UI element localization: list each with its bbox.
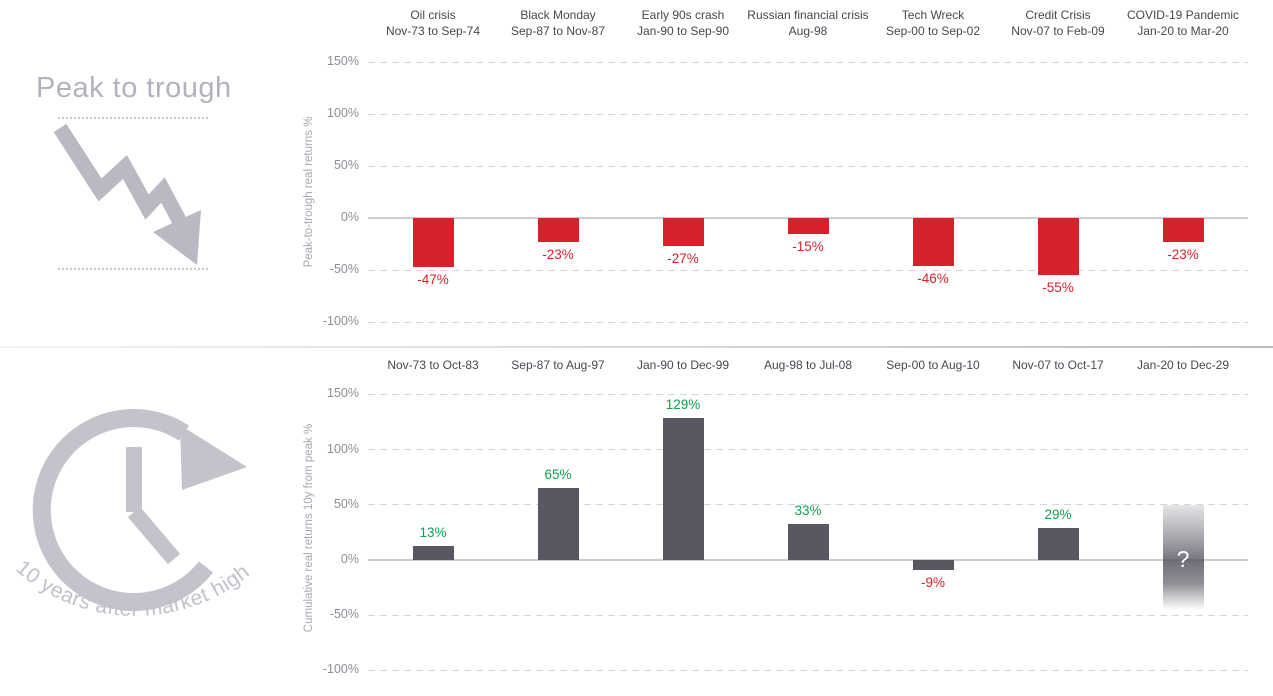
section-divider [0, 346, 1273, 348]
crisis-name: Russian financial crisis [747, 8, 869, 22]
y-tick-label: 150% [327, 54, 359, 68]
crisis-period: Sep-00 to Sep-02 [885, 24, 981, 38]
y-tick-label: 100% [327, 106, 359, 120]
y-tick-label: -50% [329, 607, 359, 622]
crisis-period: Jan-20 to Mar-20 [1137, 24, 1229, 38]
y-tick-label: -100% [322, 314, 359, 328]
column-header: Nov-73 to Oct-83 [387, 358, 479, 372]
crisis-name: Early 90s crash [641, 8, 725, 22]
gridline [368, 113, 1248, 115]
column-header: Russian financial crisis Aug-98 [733, 7, 883, 39]
column-header: Aug-98 to Jul-08 [763, 358, 853, 372]
gridline [368, 504, 1248, 506]
peak-to-trough-title: Peak to trough [36, 72, 232, 104]
y-tick-label: 0% [340, 552, 359, 566]
downward-zigzag-arrow-icon [53, 123, 201, 265]
gridline [368, 321, 1248, 323]
bar-value-label: 129% [665, 396, 701, 412]
column-header: Nov-07 to Oct-17 [1012, 358, 1104, 372]
bar [912, 560, 954, 570]
bar-value-label: 13% [419, 524, 447, 540]
column-header: Jan-90 to Dec-99 [636, 358, 730, 372]
bar [412, 218, 454, 267]
bar [412, 545, 454, 560]
column-header: Tech Wreck Sep-00 to Sep-02 [858, 7, 1008, 39]
bar-value-label: -27% [667, 251, 699, 267]
y-tick-label: 0% [340, 210, 359, 224]
column-header: Early 90s crash Jan-90 to Sep-90 [608, 7, 758, 39]
crisis-name: COVID-19 Pandemic [1126, 8, 1240, 22]
gridline [368, 614, 1248, 616]
column-header: Credit Crisis Nov-07 to Feb-09 [983, 7, 1133, 39]
y-tick-label: 50% [333, 158, 359, 172]
crisis-name: Black Monday [520, 8, 596, 22]
gridline [368, 269, 1248, 271]
bar [912, 218, 954, 266]
column-header: Oil crisis Nov-73 to Sep-74 [358, 7, 508, 39]
bar [1162, 218, 1204, 242]
column-header: Sep-00 to Aug-10 [886, 358, 980, 372]
y-tick-label: 150% [327, 386, 359, 401]
bar [1037, 527, 1079, 560]
bar-value-label: 65% [544, 467, 572, 483]
bar-value-label: -9% [920, 574, 945, 590]
bar [1037, 218, 1079, 276]
bar-value-label: -15% [792, 238, 824, 254]
gridline [368, 165, 1248, 167]
dotted-line-top [58, 117, 208, 119]
zero-gridline [368, 559, 1248, 561]
bar [537, 488, 579, 560]
y-tick-label: 100% [327, 441, 359, 456]
bar-value-label: 29% [1044, 506, 1072, 522]
crisis-name: Tech Wreck [901, 8, 965, 22]
bar [787, 218, 829, 234]
gridline [368, 449, 1248, 451]
unknown-future-bar: ? [1162, 504, 1204, 610]
column-header: COVID-19 Pandemic Jan-20 to Mar-20 [1108, 7, 1258, 39]
y-tick-label: 50% [333, 496, 359, 511]
bar-value-label: -55% [1042, 280, 1074, 296]
gridline [368, 393, 1248, 395]
bar [662, 218, 704, 247]
crisis-period: Jan-90 to Sep-90 [636, 24, 730, 38]
question-mark-label: ? [1176, 545, 1190, 572]
gridline [368, 61, 1248, 63]
crisis-period: Nov-07 to Feb-09 [1011, 24, 1105, 38]
column-header: Sep-87 to Aug-97 [511, 358, 605, 372]
y-tick-label: -100% [322, 662, 359, 677]
crisis-name: Oil crisis [410, 8, 456, 22]
bar [537, 218, 579, 242]
dotted-line-bottom [58, 268, 208, 270]
bar-value-label: -23% [542, 246, 574, 262]
bar [787, 523, 829, 560]
bar-value-label: 33% [794, 502, 822, 518]
crisis-period: Aug-98 [788, 24, 828, 38]
crisis-period: Nov-73 to Sep-74 [385, 24, 481, 38]
gridline [368, 669, 1248, 671]
bar-value-label: -23% [1167, 246, 1199, 262]
column-header: Jan-20 to Dec-29 [1136, 358, 1230, 372]
bar-value-label: -46% [917, 270, 949, 286]
bar-value-label: -47% [417, 271, 449, 287]
y-tick-label: -50% [329, 262, 359, 276]
crisis-name: Credit Crisis [1025, 8, 1091, 22]
bar [662, 417, 704, 560]
crisis-period: Sep-87 to Nov-87 [510, 24, 606, 38]
clock-redo-icon: 10 years after market high [12, 409, 253, 621]
column-header: Black Monday Sep-87 to Nov-87 [483, 7, 633, 39]
